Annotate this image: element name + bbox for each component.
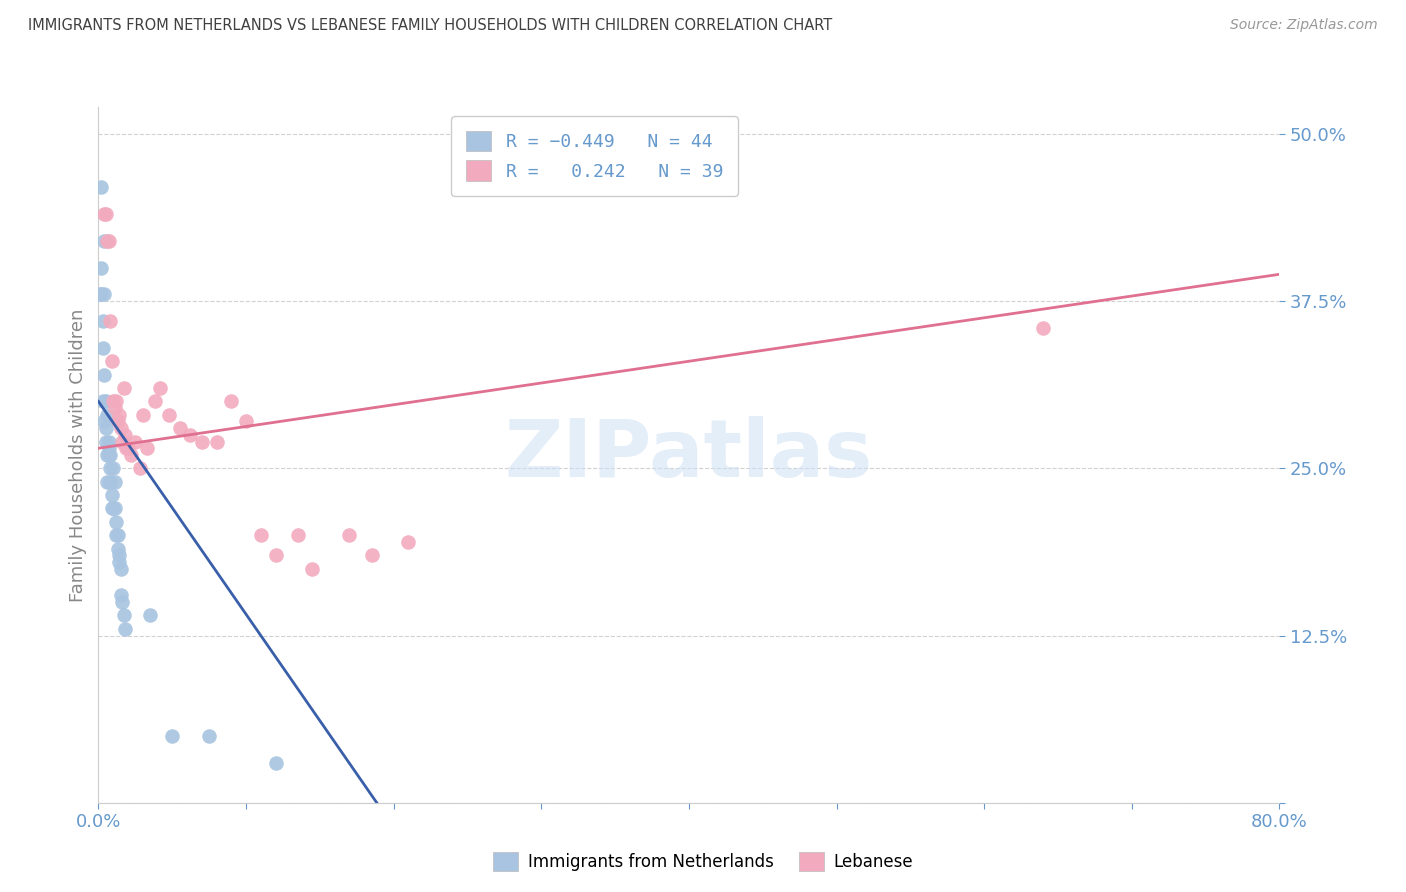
Point — [96, 234, 118, 248]
Point — [94, 434, 117, 449]
Point — [250, 528, 273, 542]
Legend: Immigrants from Netherlands, Lebanese: Immigrants from Netherlands, Lebanese — [485, 843, 921, 880]
Point — [94, 421, 117, 435]
Point — [169, 421, 191, 435]
Point — [117, 442, 139, 456]
Point — [105, 515, 128, 529]
Point — [105, 394, 128, 409]
Point — [149, 381, 172, 395]
Point — [128, 461, 150, 475]
Point — [124, 434, 146, 449]
Point — [162, 729, 183, 743]
Text: IMMIGRANTS FROM NETHERLANDS VS LEBANESE FAMILY HOUSEHOLDS WITH CHILDREN CORRELAT: IMMIGRANTS FROM NETHERLANDS VS LEBANESE … — [28, 18, 832, 33]
Point — [235, 415, 257, 429]
Point — [90, 287, 112, 301]
Point — [93, 207, 115, 221]
Point — [110, 421, 132, 435]
Point — [89, 287, 111, 301]
Text: Source: ZipAtlas.com: Source: ZipAtlas.com — [1230, 18, 1378, 32]
Point — [107, 541, 129, 556]
Point — [96, 408, 118, 422]
Point — [93, 234, 115, 248]
Point — [1032, 321, 1054, 335]
Point — [115, 442, 138, 456]
Point — [93, 287, 115, 301]
Point — [98, 448, 121, 462]
Point — [96, 475, 118, 489]
Point — [264, 756, 287, 770]
Point — [107, 528, 129, 542]
Point — [91, 394, 114, 409]
Point — [264, 548, 287, 563]
Point — [94, 207, 117, 221]
Point — [112, 608, 135, 623]
Point — [110, 589, 132, 603]
Point — [103, 394, 125, 409]
Point — [103, 461, 125, 475]
Point — [112, 381, 135, 395]
Text: ZIPatlas: ZIPatlas — [505, 416, 873, 494]
Point — [108, 408, 131, 422]
Point — [100, 488, 122, 502]
Point — [104, 501, 127, 516]
Point — [111, 595, 134, 609]
Point — [205, 434, 228, 449]
Point — [107, 415, 129, 429]
Point — [132, 408, 155, 422]
Point — [179, 428, 201, 442]
Point — [139, 608, 162, 623]
Point — [396, 535, 419, 549]
Point — [96, 448, 118, 462]
Point — [103, 501, 125, 516]
Point — [93, 368, 115, 382]
Point — [98, 461, 121, 475]
Point — [337, 528, 360, 542]
Point — [111, 434, 134, 449]
Point — [90, 260, 112, 275]
Point — [105, 528, 128, 542]
Point — [114, 428, 136, 442]
Point — [100, 354, 122, 368]
Point — [143, 394, 166, 409]
Point — [120, 448, 142, 462]
Point — [90, 180, 112, 194]
Point — [108, 548, 131, 563]
Point — [287, 528, 309, 542]
Point — [93, 415, 115, 429]
Legend: R = −0.449   N = 44, R =   0.242   N = 39: R = −0.449 N = 44, R = 0.242 N = 39 — [451, 116, 738, 195]
Point — [157, 408, 180, 422]
Point — [91, 341, 114, 355]
Point — [97, 442, 120, 456]
Point — [219, 394, 242, 409]
Point — [114, 622, 136, 636]
Point — [110, 562, 132, 576]
Point — [100, 501, 122, 516]
Point — [191, 434, 214, 449]
Point — [108, 555, 131, 569]
Point — [98, 314, 121, 328]
Point — [360, 548, 382, 563]
Point — [98, 475, 121, 489]
Point — [91, 314, 114, 328]
Point — [104, 401, 127, 416]
Y-axis label: Family Households with Children: Family Households with Children — [69, 309, 87, 601]
Point — [97, 234, 120, 248]
Point — [97, 448, 120, 462]
Point — [104, 475, 127, 489]
Point — [198, 729, 221, 743]
Point — [97, 434, 120, 449]
Point — [301, 562, 323, 576]
Point — [94, 394, 117, 409]
Point — [136, 442, 159, 456]
